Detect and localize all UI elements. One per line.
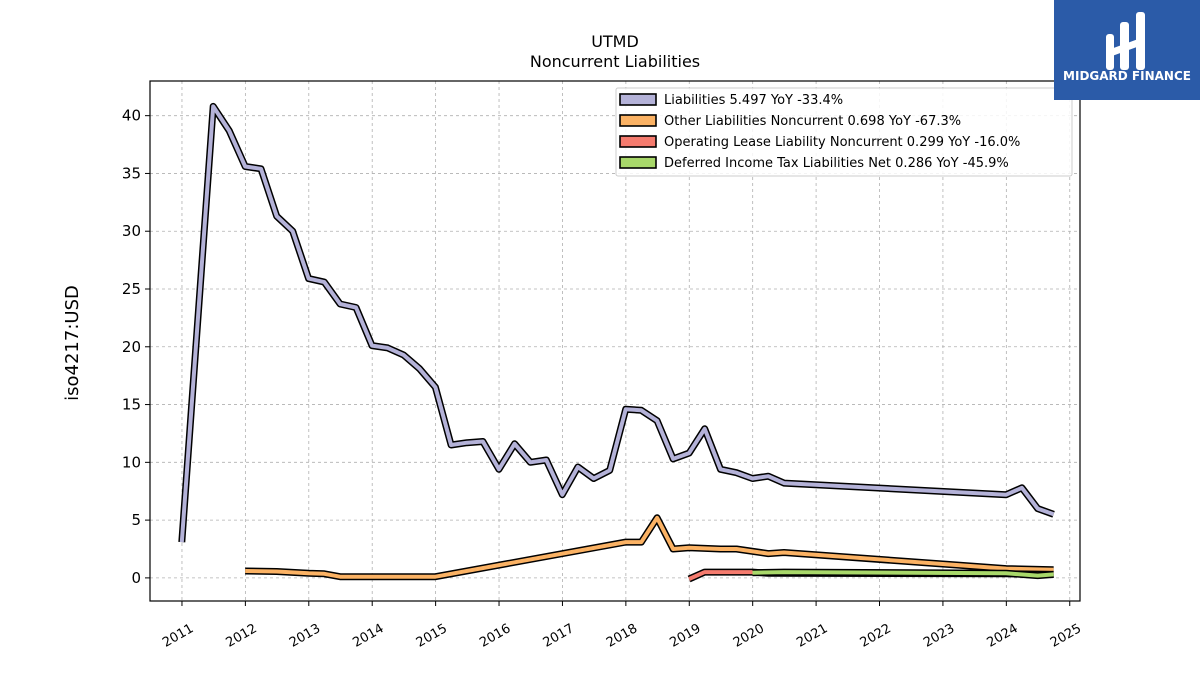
- x-tick-label: 2021: [794, 621, 830, 651]
- logo-mark-icon: [1106, 12, 1145, 70]
- x-tick-label: 2023: [921, 621, 957, 651]
- legend-swatch: [619, 135, 657, 148]
- series-layer: [178, 102, 1055, 583]
- x-tick-label: 2025: [1048, 621, 1084, 651]
- series-4: [752, 568, 1054, 580]
- plot-frame: [149, 80, 1081, 602]
- legend-label: Operating Lease Liability Noncurrent 0.2…: [664, 135, 1020, 150]
- series-line: [179, 104, 1055, 543]
- x-tick-label: 2012: [224, 621, 260, 651]
- series-1: [178, 102, 1055, 543]
- legend-item: Deferred Income Tax Liabilities Net 0.28…: [619, 156, 1009, 171]
- y-tick-label: 35: [122, 164, 141, 182]
- brand-logo: MIDGARD FINANCE: [1054, 0, 1200, 100]
- legend-frame: [615, 87, 1073, 177]
- legend-label: Deferred Income Tax Liabilities Net 0.28…: [664, 156, 1009, 171]
- x-tick-label: 2014: [350, 621, 386, 651]
- x-axis: 2011 2012 2013 2014 2015 2016 2017 2018 2019 2020…: [160, 601, 1084, 651]
- y-tick-label: 30: [122, 222, 141, 240]
- y-tick-label: 15: [122, 396, 141, 414]
- chart-subtitle: Noncurrent Liabilities: [530, 52, 700, 71]
- logo-text: MIDGARD FINANCE: [1063, 69, 1191, 83]
- legend-item: Other Liabilities Noncurrent 0.698 YoY -…: [619, 114, 961, 129]
- legend: Liabilities 5.497 YoY -33.4% Other Liabil…: [615, 87, 1073, 177]
- series-line: [752, 570, 1054, 578]
- legend-item: Operating Lease Liability Noncurrent 0.2…: [619, 135, 1020, 150]
- legend-swatch: [619, 156, 657, 169]
- x-tick-label: 2022: [858, 621, 894, 651]
- x-tick-label: 2011: [160, 621, 196, 651]
- y-tick-label: 20: [122, 338, 141, 356]
- y-axis: 0 5 10 15 20 25 30 35 40: [122, 107, 150, 587]
- y-tick-label: 40: [122, 107, 141, 125]
- legend-label: Other Liabilities Noncurrent 0.698 YoY -…: [664, 114, 961, 129]
- x-tick-label: 2019: [667, 621, 703, 651]
- series-line: [245, 515, 1054, 579]
- x-tick-label: 2017: [541, 621, 577, 651]
- series-2: [245, 514, 1054, 581]
- x-tick-label: 2015: [414, 621, 450, 651]
- x-tick-label: 2016: [477, 621, 513, 651]
- y-axis-label: iso4217:USD: [62, 285, 83, 401]
- y-tick-label: 25: [122, 280, 141, 298]
- chart-title: UTMD: [591, 32, 639, 51]
- y-tick-label: 5: [131, 511, 141, 529]
- legend-item: Liabilities 5.497 YoY -33.4%: [619, 93, 843, 108]
- y-tick-label: 0: [131, 569, 141, 587]
- x-tick-label: 2018: [604, 621, 640, 651]
- legend-swatch: [619, 93, 657, 106]
- y-tick-label: 10: [122, 453, 141, 471]
- x-tick-label: 2020: [731, 621, 767, 651]
- legend-label: Liabilities 5.497 YoY -33.4%: [664, 93, 843, 108]
- legend-swatch: [619, 114, 657, 127]
- x-tick-label: 2024: [985, 621, 1021, 651]
- x-tick-label: 2013: [287, 621, 323, 651]
